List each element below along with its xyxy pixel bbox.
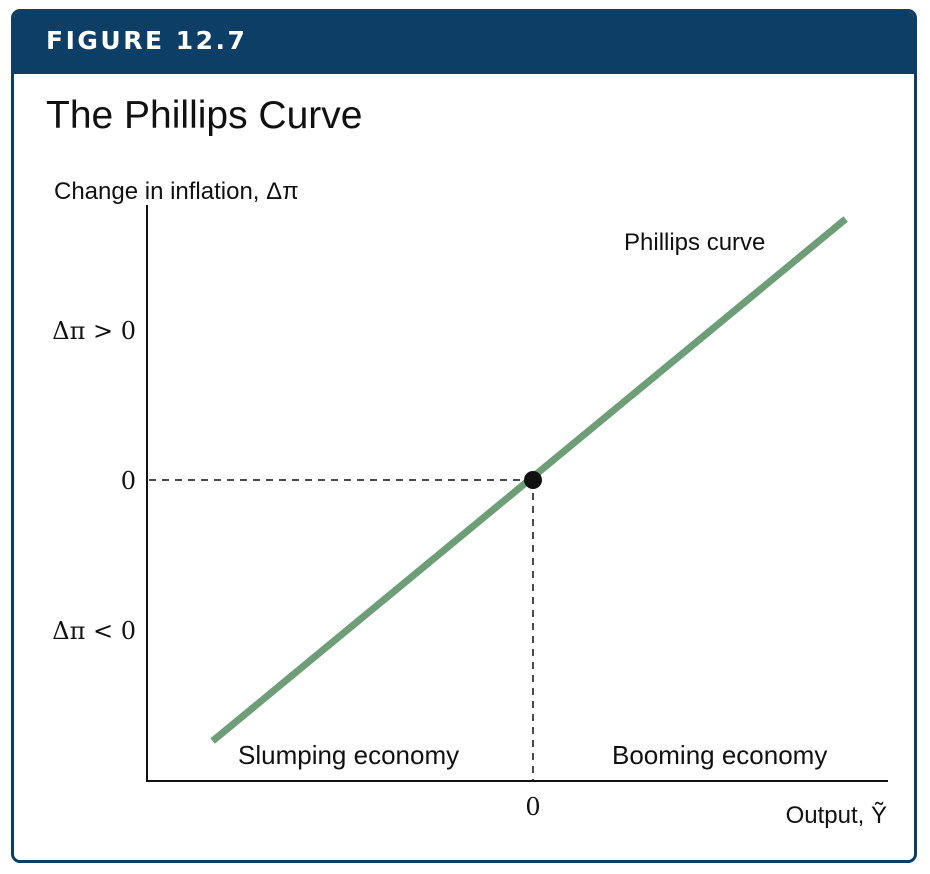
y-tick-label: 0 [121, 467, 136, 495]
series-label-phillips-curve: Phillips curve [624, 229, 765, 256]
y-tick-label: Δπ < 0 [52, 617, 136, 645]
figure-header: FIGURE 12.7 [14, 12, 914, 74]
figure-frame: FIGURE 12.7 The Phillips Curve Change in… [11, 9, 917, 863]
equilibrium-point [524, 471, 542, 489]
phillips-curve-chart: Change in inflation, Δπ Output, Ỹ Philli… [52, 178, 888, 829]
y-tick-label: Δπ > 0 [52, 317, 136, 345]
annotation-booming-economy: Booming economy [612, 740, 827, 770]
annotation-slumping-economy: Slumping economy [238, 740, 459, 770]
figure-title: The Phillips Curve [46, 94, 363, 137]
x-axis-label: Output, Ỹ [786, 802, 887, 829]
x-tick-label: 0 [525, 793, 540, 821]
figure-label: FIGURE 12.7 [46, 26, 248, 55]
y-axis-label: Change in inflation, Δπ [54, 178, 299, 205]
